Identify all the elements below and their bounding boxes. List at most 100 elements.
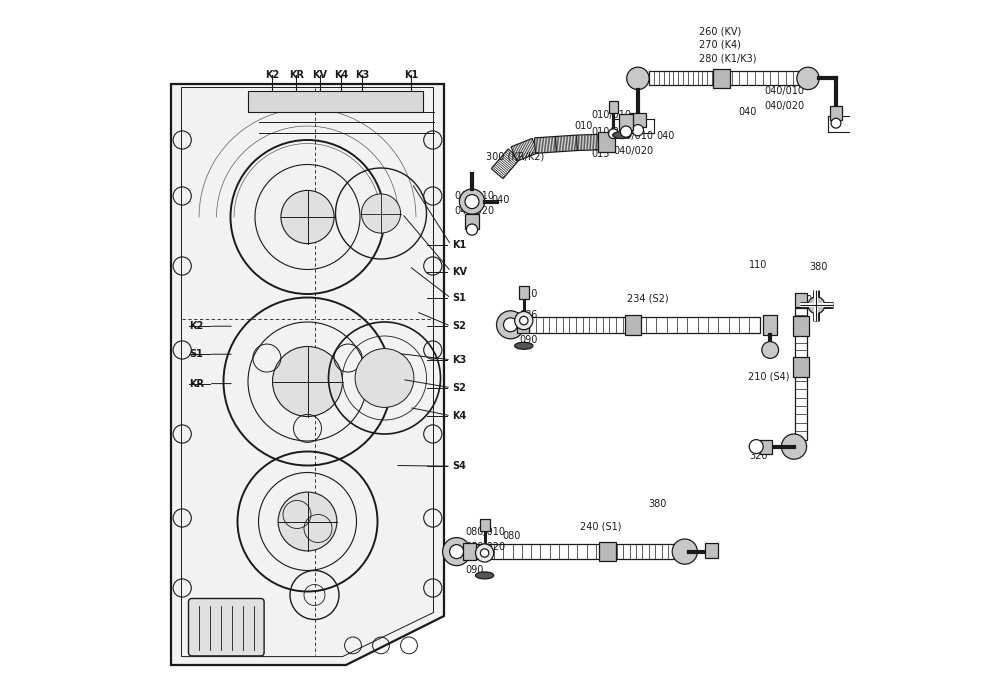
Bar [619, 114, 633, 130]
Text: 040: 040 [657, 131, 675, 141]
Text: 040/010: 040/010 [454, 191, 494, 201]
Circle shape [355, 349, 414, 407]
Text: 090: 090 [466, 565, 484, 575]
Bar [519, 286, 529, 299]
Text: 040/020: 040/020 [454, 206, 495, 216]
Bar [630, 113, 646, 127]
Ellipse shape [613, 132, 631, 139]
Polygon shape [534, 136, 557, 153]
Bar [598, 132, 615, 152]
Text: S2: S2 [452, 321, 466, 331]
Bar [608, 101, 618, 113]
Circle shape [496, 311, 524, 339]
Text: 010: 010 [519, 289, 537, 299]
Text: 260 (KV): 260 (KV) [699, 27, 741, 36]
Text: KV: KV [452, 267, 467, 276]
Ellipse shape [476, 572, 494, 579]
Polygon shape [577, 134, 598, 150]
Text: 040/020: 040/020 [765, 102, 805, 111]
Polygon shape [476, 544, 605, 559]
Ellipse shape [515, 342, 533, 349]
Circle shape [781, 434, 807, 459]
Circle shape [515, 312, 533, 330]
Bar [517, 316, 529, 333]
Circle shape [519, 314, 529, 324]
Text: S1: S1 [452, 293, 466, 303]
Circle shape [797, 67, 819, 90]
Bar [830, 106, 842, 120]
Text: 380: 380 [809, 262, 828, 272]
Circle shape [465, 195, 479, 209]
Bar [705, 542, 718, 558]
Text: 234 (S2): 234 (S2) [627, 293, 669, 303]
Circle shape [450, 545, 464, 559]
Circle shape [281, 190, 334, 244]
Text: 080/020: 080/020 [466, 542, 506, 552]
Polygon shape [555, 135, 578, 152]
Bar [625, 315, 641, 335]
Circle shape [476, 544, 494, 562]
Text: K4: K4 [452, 411, 467, 421]
Circle shape [749, 440, 763, 454]
Circle shape [443, 538, 471, 566]
Circle shape [672, 539, 697, 564]
Text: 300 (KR/K2): 300 (KR/K2) [486, 152, 544, 162]
Text: 080/010: 080/010 [466, 527, 506, 537]
Circle shape [272, 346, 342, 416]
Polygon shape [171, 84, 444, 665]
Text: 090: 090 [519, 335, 537, 345]
Text: S1: S1 [189, 349, 203, 359]
Circle shape [762, 342, 779, 358]
Text: 080: 080 [502, 531, 520, 541]
Circle shape [620, 126, 632, 137]
Text: 013: 013 [592, 149, 610, 159]
Text: 040/010: 040/010 [765, 86, 805, 96]
Text: K1: K1 [452, 240, 467, 250]
Text: K3: K3 [452, 355, 467, 365]
Text: 040/020: 040/020 [613, 146, 654, 156]
Bar [599, 542, 616, 561]
Text: 280 (K1/K3): 280 (K1/K3) [699, 53, 756, 63]
Bar [795, 293, 807, 307]
Text: K1: K1 [404, 70, 418, 80]
Text: K2: K2 [189, 321, 203, 331]
Text: 380: 380 [648, 499, 667, 509]
Circle shape [504, 318, 518, 332]
Text: 040/010: 040/010 [613, 131, 653, 141]
Bar [465, 214, 479, 229]
FancyBboxPatch shape [189, 598, 264, 656]
Polygon shape [611, 544, 674, 559]
Text: 110: 110 [749, 260, 768, 270]
Polygon shape [724, 71, 801, 85]
Circle shape [278, 492, 337, 551]
Text: K2: K2 [265, 70, 279, 80]
Circle shape [520, 316, 528, 325]
Polygon shape [795, 372, 807, 440]
Text: KV: KV [313, 70, 328, 80]
Circle shape [608, 129, 618, 139]
Circle shape [480, 549, 489, 557]
Text: 010: 010 [574, 121, 593, 131]
Circle shape [632, 125, 644, 136]
Text: S2: S2 [452, 383, 466, 393]
Bar [763, 315, 777, 335]
Bar [793, 316, 809, 336]
Text: 320: 320 [749, 452, 768, 461]
Text: 010/020: 010/020 [592, 127, 632, 136]
Polygon shape [491, 149, 520, 178]
Text: 100: 100 [801, 295, 819, 304]
Polygon shape [511, 139, 538, 161]
Polygon shape [649, 71, 717, 85]
Text: 086: 086 [519, 310, 537, 320]
Text: K4: K4 [334, 70, 348, 80]
Circle shape [627, 67, 649, 90]
Circle shape [459, 189, 485, 214]
Polygon shape [529, 317, 630, 332]
Circle shape [831, 118, 841, 128]
Bar [713, 69, 730, 88]
Text: 040: 040 [491, 195, 509, 205]
Bar [480, 519, 490, 531]
Text: 210 (S4): 210 (S4) [748, 372, 789, 382]
Text: KR: KR [189, 379, 204, 389]
Circle shape [808, 297, 825, 314]
